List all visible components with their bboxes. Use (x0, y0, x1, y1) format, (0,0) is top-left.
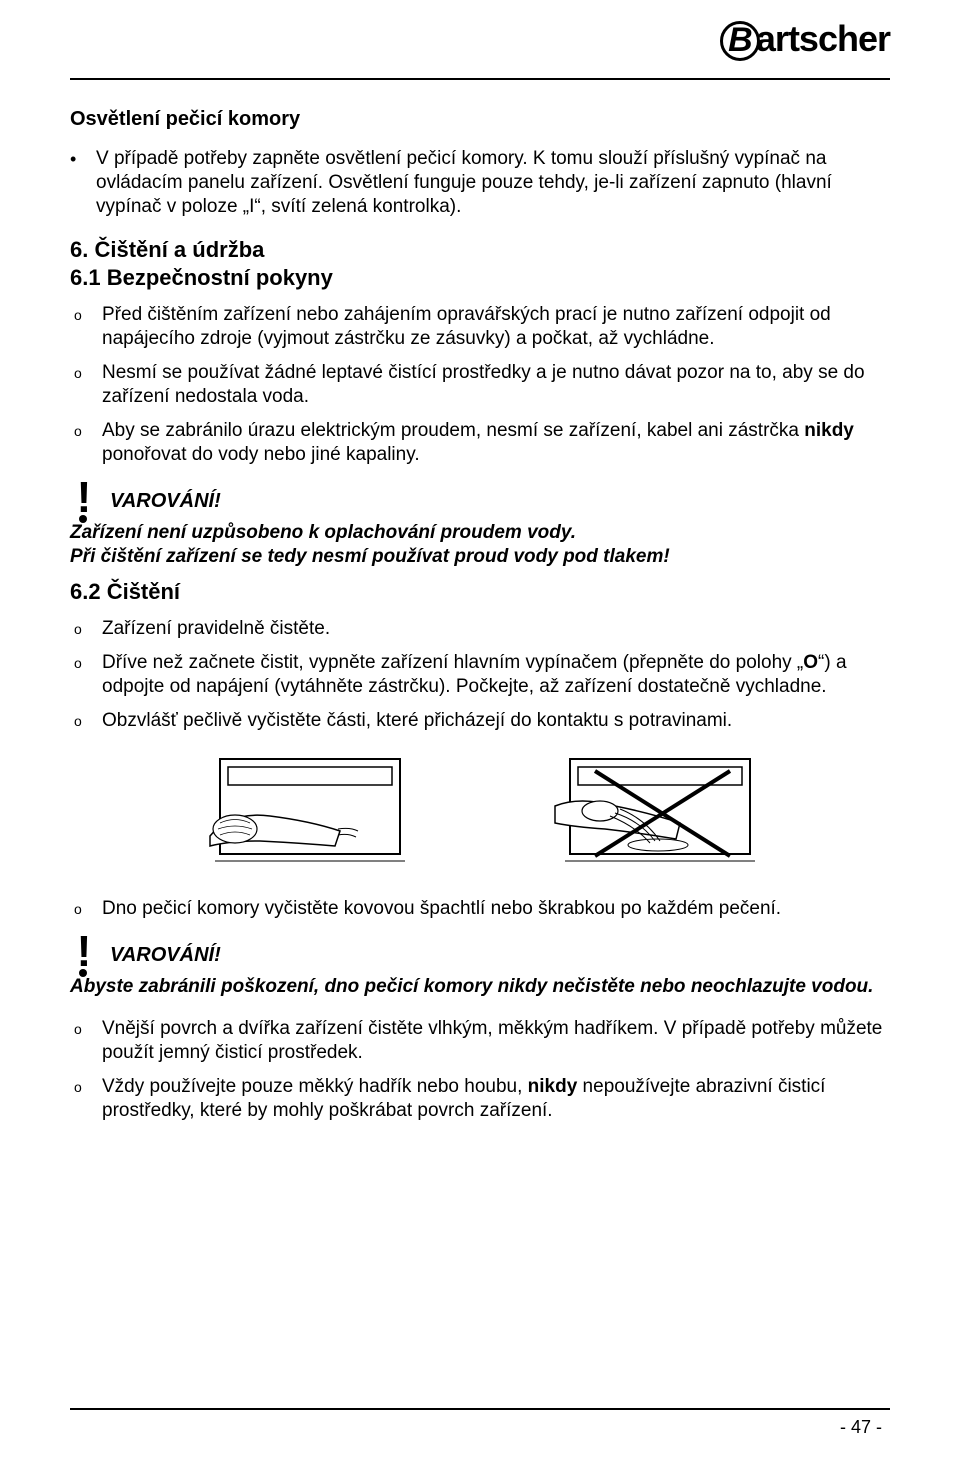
safety-list: o Před čištěním zařízení nebo zahájením … (74, 303, 890, 467)
bullet-marker: • (70, 147, 96, 219)
text-span: ponořovat do vody nebo jiné kapaliny. (102, 444, 420, 465)
bottom-rule (70, 1408, 890, 1410)
illustration-row (70, 751, 890, 871)
logo-rest: artscher (756, 18, 890, 59)
cleaning-list: o Zařízení pravidelně čistěte. o Dříve n… (74, 617, 890, 733)
list-item: o Dříve než začnete čistit, vypněte zaří… (74, 651, 890, 699)
brand-logo: Bartscher (720, 18, 890, 61)
warning-body: Zařízení není uzpůsobeno k oplachování p… (70, 521, 890, 569)
list-item: o Obzvlášť pečlivě vyčistěte části, kter… (74, 709, 890, 733)
warning-block-2: ! VAROVÁNÍ! Abyste zabránili poškození, … (70, 935, 890, 999)
list-marker: o (74, 361, 102, 409)
page-number: - 47 - (840, 1417, 882, 1438)
list-text: Nesmí se používat žádné leptavé čistící … (102, 361, 890, 409)
section-heading-lighting: Osvětlení pečicí komory (70, 108, 890, 131)
list-item: o Vnější povrch a dvířka zařízení čistět… (74, 1017, 890, 1065)
list-text: Vždy používejte pouze měkký hadřík nebo … (102, 1075, 890, 1123)
list-text: Vnější povrch a dvířka zařízení čistěte … (102, 1017, 890, 1065)
text-bold: O (803, 652, 818, 673)
list-item: o Nesmí se používat žádné leptavé čistíc… (74, 361, 890, 409)
list-text: Zařízení pravidelně čistěte. (102, 617, 330, 641)
warning-title: VAROVÁNÍ! (110, 490, 221, 515)
list-marker: o (74, 303, 102, 351)
list-item: o Aby se zabránilo úrazu elektrickým pro… (74, 419, 890, 467)
text-span: Dříve než začnete čistit, vypněte zaříze… (102, 652, 803, 673)
text-span: Aby se zabránilo úrazu elektrickým proud… (102, 420, 804, 441)
warning-title: VAROVÁNÍ! (110, 944, 221, 969)
heading-6: 6. Čištění a údržba (70, 237, 890, 263)
list-marker: o (74, 617, 102, 641)
list-marker: o (74, 897, 102, 921)
list-marker: o (74, 651, 102, 699)
list-item: o Zařízení pravidelně čistěte. (74, 617, 890, 641)
warning-header: ! VAROVÁNÍ! (70, 481, 890, 515)
text-bold: nikdy (804, 420, 854, 441)
list-marker: o (74, 419, 102, 467)
logo-b: B (720, 21, 760, 61)
list-marker: o (74, 1017, 102, 1065)
exclaim-icon: ! (70, 481, 98, 515)
list-item: o Vždy používejte pouze měkký hadřík neb… (74, 1075, 890, 1123)
bullet-text: V případě potřeby zapněte osvětlení peči… (96, 147, 890, 219)
list-text: Obzvlášť pečlivě vyčistěte části, které … (102, 709, 732, 733)
illustration-incorrect (540, 751, 770, 871)
list-marker: o (74, 1075, 102, 1123)
cleaning-list-2: o Dno pečicí komory vyčistěte kovovou šp… (74, 897, 890, 921)
warning-line: Zařízení není uzpůsobeno k oplachování p… (70, 522, 576, 543)
cleaning-list-3: o Vnější povrch a dvířka zařízení čistět… (74, 1017, 890, 1123)
warning-header: ! VAROVÁNÍ! (70, 935, 890, 969)
top-rule (70, 78, 890, 80)
warning-block: ! VAROVÁNÍ! Zařízení není uzpůsobeno k o… (70, 481, 890, 569)
heading-6-1: 6.1 Bezpečnostní pokyny (70, 265, 890, 291)
list-marker: o (74, 709, 102, 733)
text-span: Vždy používejte pouze měkký hadřík nebo … (102, 1076, 528, 1097)
heading-6-2: 6.2 Čištění (70, 579, 890, 605)
warning-body: Abyste zabránili poškození, dno pečicí k… (70, 975, 890, 999)
exclaim-icon: ! (70, 935, 98, 969)
list-text: Aby se zabránilo úrazu elektrickým proud… (102, 419, 890, 467)
list-text: Dno pečicí komory vyčistěte kovovou špac… (102, 897, 781, 921)
list-text: Dříve než začnete čistit, vypněte zaříze… (102, 651, 890, 699)
bullet-item: • V případě potřeby zapněte osvětlení pe… (70, 147, 890, 219)
text-bold: nikdy (528, 1076, 578, 1097)
warning-line: Při čištění zařízení se tedy nesmí použí… (70, 546, 670, 567)
list-text: Před čištěním zařízení nebo zahájením op… (102, 303, 890, 351)
list-item: o Dno pečicí komory vyčistěte kovovou šp… (74, 897, 890, 921)
list-item: o Před čištěním zařízení nebo zahájením … (74, 303, 890, 351)
illustration-correct (190, 751, 420, 871)
